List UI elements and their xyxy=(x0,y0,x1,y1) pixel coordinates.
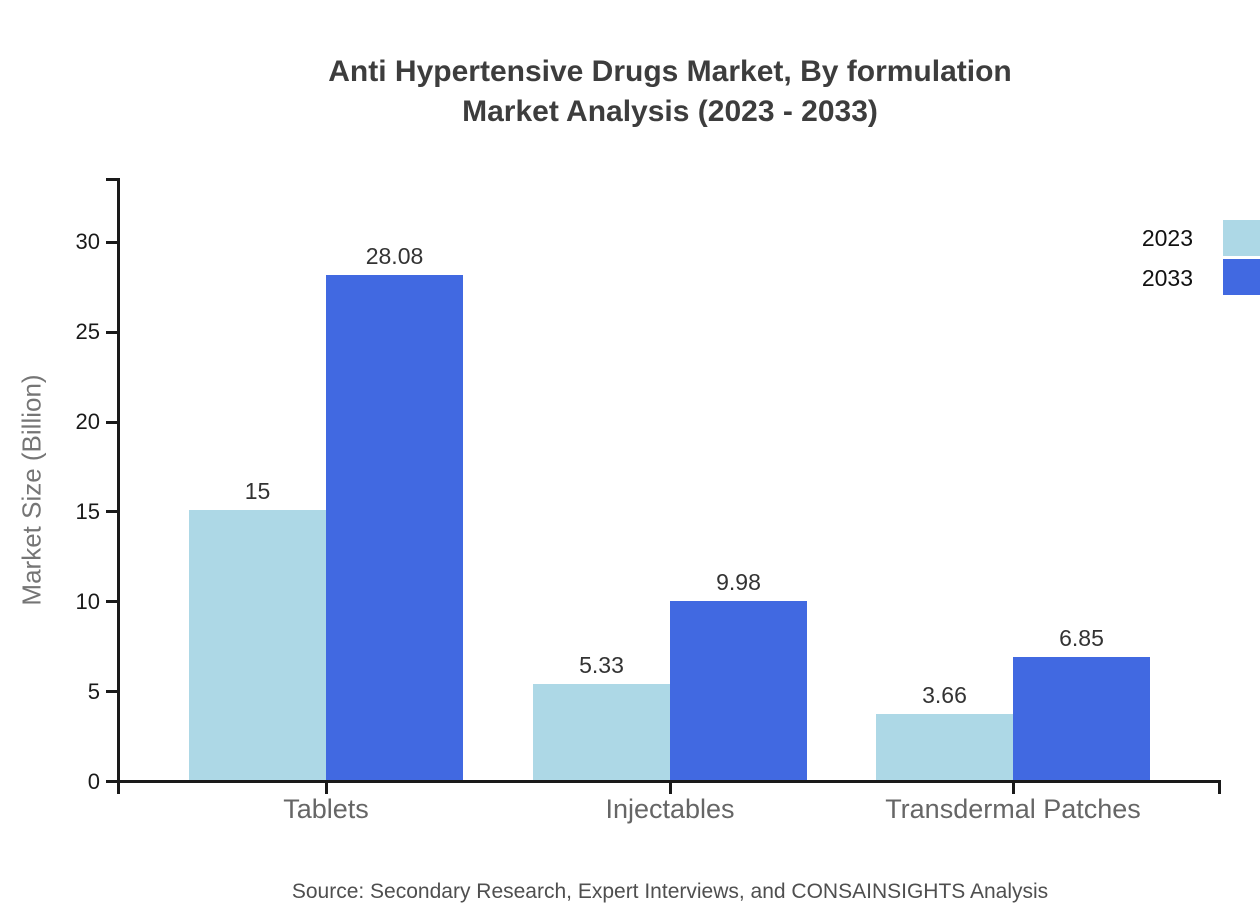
category-label: Tablets xyxy=(283,794,369,824)
legend-label-2023: 2023 xyxy=(1141,225,1193,251)
y-tick xyxy=(106,600,117,603)
legend-swatch-2033 xyxy=(1223,259,1260,295)
y-tick-label: 10 xyxy=(75,589,100,614)
bar-2023-transdermal-patches xyxy=(876,714,1013,780)
x-tick xyxy=(324,783,328,794)
bar-2023-tablets xyxy=(189,510,326,780)
category-label: Injectables xyxy=(605,794,735,824)
legend-swatch-2023 xyxy=(1223,220,1260,256)
chart-title: Anti Hypertensive Drugs Market, By formu… xyxy=(120,52,1220,132)
y-tick-label: 0 xyxy=(87,769,100,794)
legend-label-2033: 2033 xyxy=(1141,265,1193,291)
y-tick xyxy=(106,241,117,244)
y-tick-label: 30 xyxy=(75,229,100,254)
value-label-2023-transdermal-patches: 3.66 xyxy=(922,682,967,708)
bar-2033-injectables xyxy=(670,601,807,780)
y-tick-label: 20 xyxy=(75,409,100,434)
y-tick-label: 5 xyxy=(87,679,100,704)
x-tick xyxy=(668,783,672,794)
y-tick xyxy=(106,780,117,783)
value-label-2033-transdermal-patches: 6.85 xyxy=(1059,625,1104,651)
y-axis-line xyxy=(117,178,120,794)
x-tick xyxy=(1011,783,1015,794)
y-tick-label: 25 xyxy=(75,319,100,344)
value-label-2023-tablets: 15 xyxy=(244,478,271,504)
value-label-2023-injectables: 5.33 xyxy=(579,652,624,678)
bar-2033-transdermal-patches xyxy=(1013,657,1150,780)
bar-2033-tablets xyxy=(326,275,463,780)
bar-2023-injectables xyxy=(533,684,670,780)
x-axis-end-cap xyxy=(1218,783,1221,794)
y-axis-end-cap xyxy=(106,178,117,181)
x-axis-line xyxy=(117,780,1221,783)
y-tick xyxy=(106,421,117,424)
category-label: Transdermal Patches xyxy=(885,794,1141,824)
chart-title-line2: Market Analysis (2023 - 2033) xyxy=(462,95,878,128)
value-label-2033-tablets: 28.08 xyxy=(365,243,424,269)
source-note: Source: Secondary Research, Expert Inter… xyxy=(291,880,1049,903)
y-tick-label: 15 xyxy=(75,499,100,524)
chart-title-line1: Anti Hypertensive Drugs Market, By formu… xyxy=(328,55,1012,88)
y-tick xyxy=(106,331,117,334)
y-tick xyxy=(106,690,117,693)
value-label-2033-injectables: 9.98 xyxy=(716,569,761,595)
y-tick xyxy=(106,510,117,513)
